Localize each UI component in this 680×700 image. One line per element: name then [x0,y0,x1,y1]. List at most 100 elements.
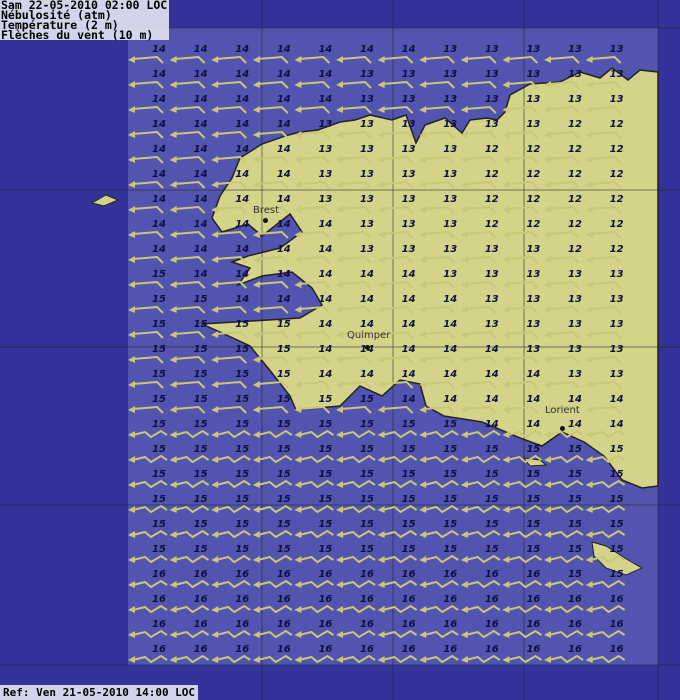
wind-barb-arrow [419,330,455,339]
temperature-value: 14 [235,269,249,280]
temperature-value: 15 [610,494,624,505]
temperature-value: 15 [485,519,499,530]
wind-barb-arrow [377,529,418,539]
temperature-value: 15 [152,519,166,530]
temperature-value: 13 [402,94,416,105]
temperature-value: 15 [610,519,624,530]
wind-barb-arrow [336,55,372,64]
wind-barb-arrow [336,529,376,539]
wind-barb-arrow [294,579,334,589]
wind-barb-arrow [502,305,539,314]
wind-barb-arrow [502,255,539,264]
temperature-value: 15 [402,444,416,455]
temperature-value: 13 [360,94,374,105]
temperature-value: 15 [485,444,499,455]
temperature-value: 13 [568,269,582,280]
wind-barb-arrow [294,429,334,439]
wind-barb-arrow [211,604,251,614]
temperature-value: 13 [402,194,416,205]
temperature-value: 16 [194,569,208,580]
wind-barb-arrow [502,654,542,664]
temperature-value: 13 [568,69,582,80]
temperature-value: 16 [568,594,582,605]
wind-barb-arrow [211,205,247,214]
temperature-value: 16 [526,594,540,605]
temperature-value: 14 [360,294,374,305]
temperature-value: 13 [360,169,374,180]
temperature-value: 12 [610,169,624,180]
temperature-value: 15 [360,444,374,455]
wind-barb-arrow [502,454,542,464]
wind-barb-arrow [128,205,164,214]
temperature-value: 14 [235,144,249,155]
wind-barb-arrow [585,280,622,289]
temperature-value: 13 [526,319,540,330]
wind-barb-arrow [419,105,455,114]
temperature-value: 13 [526,94,540,105]
temperature-value: 16 [235,594,249,605]
wind-barb-arrow [169,255,206,264]
temperature-value: 12 [568,194,582,205]
wind-barb-arrow [294,629,334,639]
wind-barb-arrow [460,504,501,514]
temperature-value: 14 [360,369,374,380]
wind-barb-arrow [502,579,542,589]
temperature-value: 14 [152,244,166,255]
wind-barb-arrow [294,130,331,139]
temperature-value: 15 [194,419,208,430]
temperature-value: 14 [318,44,332,55]
temperature-value: 13 [360,219,374,230]
temperature-value: 12 [610,244,624,255]
temperature-value: 16 [318,569,332,580]
temperature-value: 15 [568,494,582,505]
temperature-value: 15 [485,469,499,480]
wind-barb-arrow [544,80,580,89]
temperature-value: 13 [610,269,624,280]
wind-barb-arrow [419,180,455,189]
wind-barb-arrow [294,355,331,364]
temperature-value: 14 [235,69,249,80]
wind-barb-arrow [211,405,247,414]
temperature-value: 13 [360,69,374,80]
temperature-value: 16 [277,644,291,655]
temperature-value: 14 [194,119,208,130]
temperature-value: 14 [194,169,208,180]
wind-barb-arrow [502,205,539,214]
temperature-value: 14 [194,94,208,105]
temperature-value: 16 [443,569,457,580]
wind-barb-arrow [128,554,168,564]
wind-barb-arrow [336,604,376,614]
wind-barb-arrow [544,405,580,414]
wind-barb-arrow [211,529,251,539]
temperature-value: 13 [610,69,624,80]
temperature-value: 13 [526,344,540,355]
temperature-value: 15 [152,319,166,330]
wind-barb-arrow [544,504,584,514]
wind-barb-arrow [252,554,293,564]
wind-barb-arrow [377,654,418,664]
temperature-value: 15 [235,469,249,480]
wind-barb-arrow [502,180,539,189]
city-marker-brest [263,218,268,223]
temperature-value: 13 [360,244,374,255]
temperature-value: 13 [360,119,374,130]
wind-barb-arrow [585,305,622,314]
wind-barb-arrow [377,155,414,164]
wind-barb-arrow [377,180,414,189]
wind-barb-arrow [294,654,334,664]
wind-barb-arrow [460,454,501,464]
wind-barb-arrow [169,355,206,364]
wind-barb-arrow [252,355,289,364]
layer-wind-arrows: Flèches du vent (10 m) [1,28,154,42]
wind-barb-arrow [544,380,580,389]
wind-barb-arrow [252,504,293,514]
wind-barb-arrow [460,205,497,214]
wind-barb-arrow [544,654,584,664]
wind-barb-arrow [585,504,626,514]
wind-barb-arrow [211,479,251,489]
temperature-value: 13 [526,119,540,130]
wind-barb-arrow [336,629,376,639]
city-marker-quimper [365,345,370,350]
